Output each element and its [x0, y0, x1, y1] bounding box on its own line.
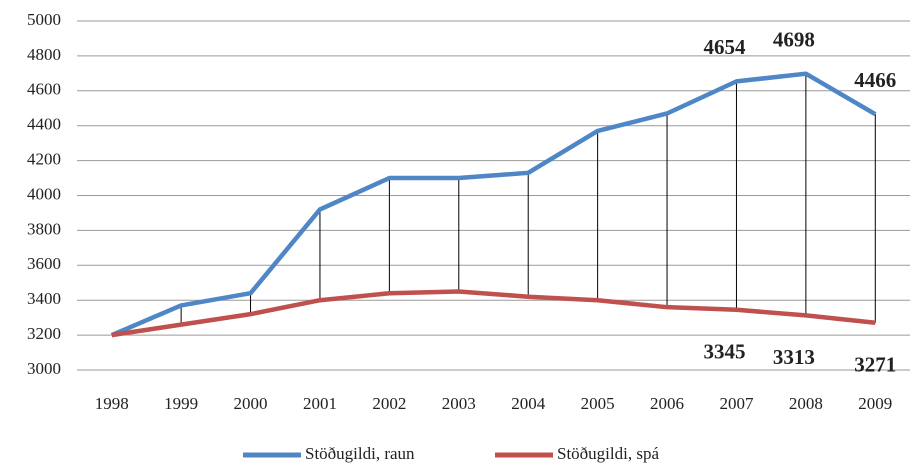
series-line [110, 71, 877, 338]
y-tick-label: 4200 [27, 150, 61, 169]
x-tick-label: 2002 [372, 394, 406, 413]
data-label: 3271 [854, 353, 896, 377]
x-tick-label: 2007 [719, 394, 754, 413]
y-tick-label: 4400 [27, 115, 61, 134]
data-label: 3313 [773, 345, 815, 369]
y-tick-label: 3600 [27, 254, 61, 273]
data-label: 4466 [854, 68, 896, 92]
x-tick-label: 2004 [511, 394, 546, 413]
y-tick-label: 4800 [27, 45, 61, 64]
data-label: 4654 [703, 35, 746, 59]
y-tick-label: 5000 [27, 10, 61, 29]
x-tick-label: 2000 [234, 394, 268, 413]
y-tick-label: 3400 [27, 289, 61, 308]
y-tick-label: 4600 [27, 80, 61, 99]
x-tick-label: 2005 [581, 394, 615, 413]
y-tick-label: 3800 [27, 219, 61, 238]
x-tick-label: 2009 [858, 394, 892, 413]
x-tick-label: 1998 [95, 394, 129, 413]
x-tick-label: 2006 [650, 394, 684, 413]
x-tick-label: 2008 [789, 394, 823, 413]
y-tick-label: 3000 [27, 359, 61, 378]
data-label: 4698 [773, 28, 815, 52]
legend-label: Stöðugildi, raun [305, 444, 415, 463]
series-line [111, 289, 876, 338]
x-tick-label: 1999 [164, 394, 198, 413]
legend-label: Stöðugildi, spá [557, 444, 659, 463]
x-tick-label: 2003 [442, 394, 476, 413]
y-tick-label: 3200 [27, 324, 61, 343]
data-label: 3345 [703, 340, 745, 364]
y-tick-label: 4000 [27, 184, 61, 203]
x-tick-label: 2001 [303, 394, 337, 413]
